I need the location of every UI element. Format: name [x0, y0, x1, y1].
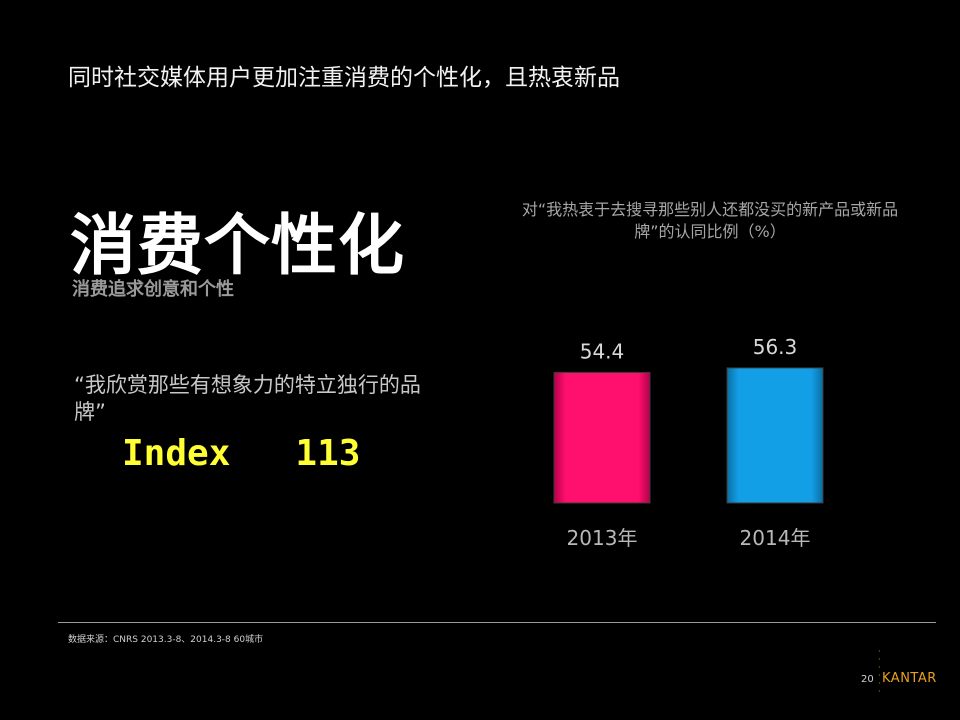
- section-subheading: 消费追求创意和个性: [72, 279, 234, 300]
- category-label: 2014年: [740, 526, 811, 550]
- slide-title: 同时社交媒体用户更加注重消费的个性化，且热衷新品: [68, 65, 620, 91]
- data-source: 数据来源：CNRS 2013.3-8、2014.3-8 60城市: [68, 635, 264, 645]
- bar-chart: 54.4 2013年 56.3 2014年: [553, 335, 824, 550]
- footer-divider: [58, 622, 936, 623]
- category-label: 2013年: [567, 526, 638, 550]
- index-row: Index 113: [122, 433, 360, 474]
- brand-logo: KANTAR: [882, 671, 937, 686]
- data-label: 56.3: [753, 335, 798, 359]
- section-heading: 消费个性化: [70, 207, 405, 284]
- index-value: 113: [295, 433, 361, 474]
- chart-title: 对“我热衷于去搜寻那些别人还都没买的新产品或新品牌”的认同比例（%）: [521, 200, 899, 241]
- data-label: 54.4: [580, 339, 625, 363]
- bar-2013年: [553, 371, 651, 504]
- index-label: Index: [122, 433, 231, 474]
- survey-quote: “我欣赏那些有想象力的特立独行的品牌”: [74, 373, 421, 424]
- bar-2014年: [726, 367, 824, 504]
- page-number: 20: [861, 674, 874, 685]
- brand-dots-icon: · · · · · ·: [878, 647, 881, 696]
